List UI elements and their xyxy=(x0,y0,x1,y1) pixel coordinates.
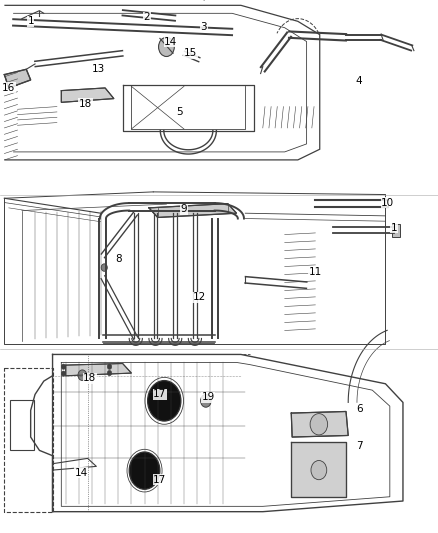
Polygon shape xyxy=(149,204,237,217)
Polygon shape xyxy=(66,364,131,376)
Text: 2: 2 xyxy=(143,12,150,22)
Circle shape xyxy=(129,452,160,489)
Text: 5: 5 xyxy=(176,107,183,117)
Bar xyxy=(10,400,34,450)
Polygon shape xyxy=(61,88,114,102)
Bar xyxy=(392,224,400,237)
Text: 1: 1 xyxy=(27,17,34,26)
Text: 6: 6 xyxy=(356,405,363,414)
Text: 7: 7 xyxy=(356,441,363,451)
Circle shape xyxy=(107,370,112,376)
Text: 10: 10 xyxy=(381,198,394,207)
Text: 15: 15 xyxy=(184,49,197,58)
Text: 17: 17 xyxy=(153,390,166,399)
Circle shape xyxy=(61,364,66,369)
Text: 14: 14 xyxy=(74,468,88,478)
Text: 18: 18 xyxy=(83,374,96,383)
Text: 11: 11 xyxy=(309,267,322,277)
Circle shape xyxy=(101,264,107,271)
Text: 18: 18 xyxy=(79,99,92,109)
Text: 17: 17 xyxy=(153,475,166,484)
Text: 3: 3 xyxy=(200,22,207,31)
Text: 13: 13 xyxy=(92,64,105,74)
Text: 19: 19 xyxy=(201,392,215,402)
Circle shape xyxy=(78,370,87,381)
Polygon shape xyxy=(291,442,346,497)
Circle shape xyxy=(201,394,211,407)
Text: 14: 14 xyxy=(164,37,177,46)
Text: 4: 4 xyxy=(356,76,363,86)
Circle shape xyxy=(310,414,328,435)
Polygon shape xyxy=(291,411,348,437)
Circle shape xyxy=(311,461,327,480)
Text: 8: 8 xyxy=(115,254,122,263)
Text: 12: 12 xyxy=(193,293,206,302)
Circle shape xyxy=(148,381,181,421)
Text: 16: 16 xyxy=(2,83,15,93)
Circle shape xyxy=(61,371,66,376)
Circle shape xyxy=(159,37,174,56)
Text: 1: 1 xyxy=(391,223,398,232)
Text: 9: 9 xyxy=(180,205,187,214)
Circle shape xyxy=(107,364,112,369)
Polygon shape xyxy=(4,69,31,88)
